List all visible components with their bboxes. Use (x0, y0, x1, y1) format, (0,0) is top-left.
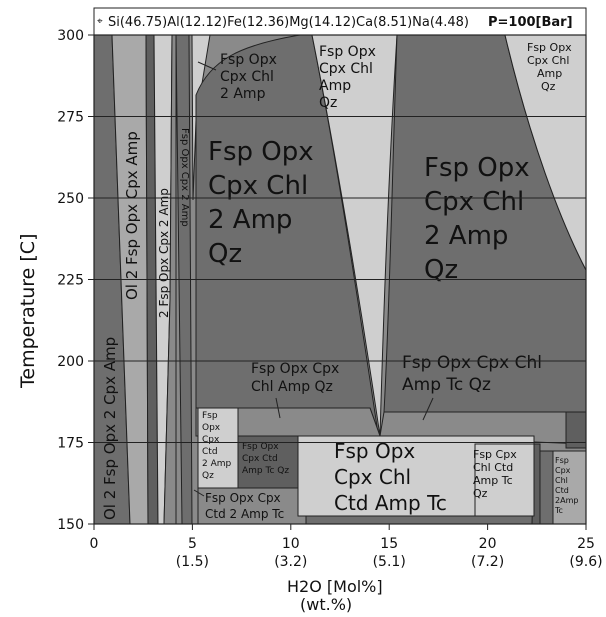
label-fsp-cpx-chl-ctd: Fsp Cpx Chl Ctd Amp Tc Qz (473, 448, 520, 500)
leader-mid-left (275, 397, 281, 419)
field-right-dark-square (565, 411, 586, 449)
x-axis-subtitle: (wt.%) (300, 595, 352, 614)
label-mid-right: Fsp Opx Cpx Chl Amp Tc Qz (402, 353, 547, 395)
x-tick-wt-label: (9.6) (569, 554, 602, 570)
x-axis: 0 5 (1.5) 10 (3.2) 15 (5.1) 20 (7.2) 25 (9.6) (90, 524, 603, 570)
x-tick-label: 5 (188, 536, 197, 552)
label-fsp-opx-cpx-2amp-narrow: Fsp Opx Cpx 2 Amp (179, 128, 190, 227)
field-top-wedge (189, 35, 211, 201)
field-dark-wedge-far-right (539, 450, 554, 524)
field-labels: Ol 2 Fsp Opx 2 Cpx Amp Ol 2 Fsp Opx Cpx … (101, 41, 581, 521)
leader-mid-right (422, 397, 434, 421)
composition-label: Si(46.75)Al(12.12)Fe(12.36)Mg(14.12)Ca(8… (108, 15, 469, 30)
crosshair-icon: ⌖ (97, 16, 103, 27)
field-fsp-opx-cpx-ctd-2amp-tc (197, 487, 307, 524)
label-top-center: Fsp Opx Cpx Chl Amp Qz (319, 44, 380, 111)
pressure-label: P=100[Bar] (488, 15, 573, 30)
field-medium-band (163, 35, 177, 524)
field-fsp-opx-cpx-ctd-2amp-qz (197, 407, 239, 489)
y-axis-title: Temperature [C] (17, 234, 39, 390)
x-tick-wt-label: (5.1) (373, 554, 406, 570)
field-bottom-strip (305, 515, 539, 524)
leader-ctd-2amp-tc (193, 489, 205, 497)
y-tick-label: 175 (57, 436, 84, 452)
label-small-chl-2amp: Fsp Opx Cpx Chl 2 Amp (220, 52, 281, 102)
label-mid-left: Fsp Opx Cpx Chl Amp Qz (251, 361, 344, 395)
x-tick-wt-label: (3.2) (274, 554, 307, 570)
field-fsp-cpx-chl-ctd-amp-tc-qz (474, 443, 535, 517)
y-tick-label: 225 (57, 273, 84, 289)
y-tick-label: 200 (57, 354, 84, 370)
label-2fsp-opx-cpx-2amp: 2 Fsp Opx Cpx 2 Amp (157, 188, 171, 318)
leader-small-chl-2amp (197, 61, 217, 71)
label-ctd-amp-tc-qz: Fsp Opx Cpx Ctd Amp Tc Qz (242, 442, 289, 476)
x-tick-wt-label: (1.5) (176, 554, 209, 570)
label-tiny-far-right: Fsp Cpx Chl Ctd 2Amp Tc (554, 456, 581, 515)
label-small-ctd-2amp-qz: Fsp Opx Cpx Ctd 2 Amp Qz (202, 411, 234, 481)
y-tick-label: 150 (57, 517, 84, 533)
label-top-right: Fsp Opx Cpx Chl Amp Qz (527, 41, 575, 93)
x-tick-label: 15 (380, 536, 398, 552)
x-tick-label: 0 (90, 536, 99, 552)
label-ctd-2amp-tc: Fsp Opx Cpx Ctd 2 Amp Tc (205, 491, 285, 521)
x-tick-label: 20 (479, 536, 497, 552)
field-fsp-opx-cpx-ctd-amp-tc-qz (237, 435, 299, 489)
x-tick-label: 10 (282, 536, 300, 552)
x-tick-wt-label: (7.2) (471, 554, 504, 570)
x-axis-title: H2O [Mol%] (287, 577, 383, 596)
label-ol2-fsp-opx-2cpx-amp: Ol 2 Fsp Opx 2 Cpx Amp (101, 337, 119, 520)
y-tick-label: 300 (57, 28, 84, 44)
y-axis: 150 175 200 225 250 275 300 (57, 28, 586, 533)
field-fsp-opx-cpx-chl-amp-qz-top-right (504, 35, 586, 271)
y-tick-label: 275 (57, 110, 84, 126)
label-big-left: Fsp Opx Cpx Chl 2 Amp Qz (208, 137, 322, 269)
y-tick-label: 250 (57, 191, 84, 207)
diagram-header: ⌖ Si(46.75)Al(12.12)Fe(12.36)Mg(14.12)Ca… (93, 7, 587, 36)
x-tick-label: 25 (577, 536, 595, 552)
label-ol-fsp-opx-cpx-amp: Ol 2 Fsp Opx Cpx Amp (123, 131, 141, 300)
